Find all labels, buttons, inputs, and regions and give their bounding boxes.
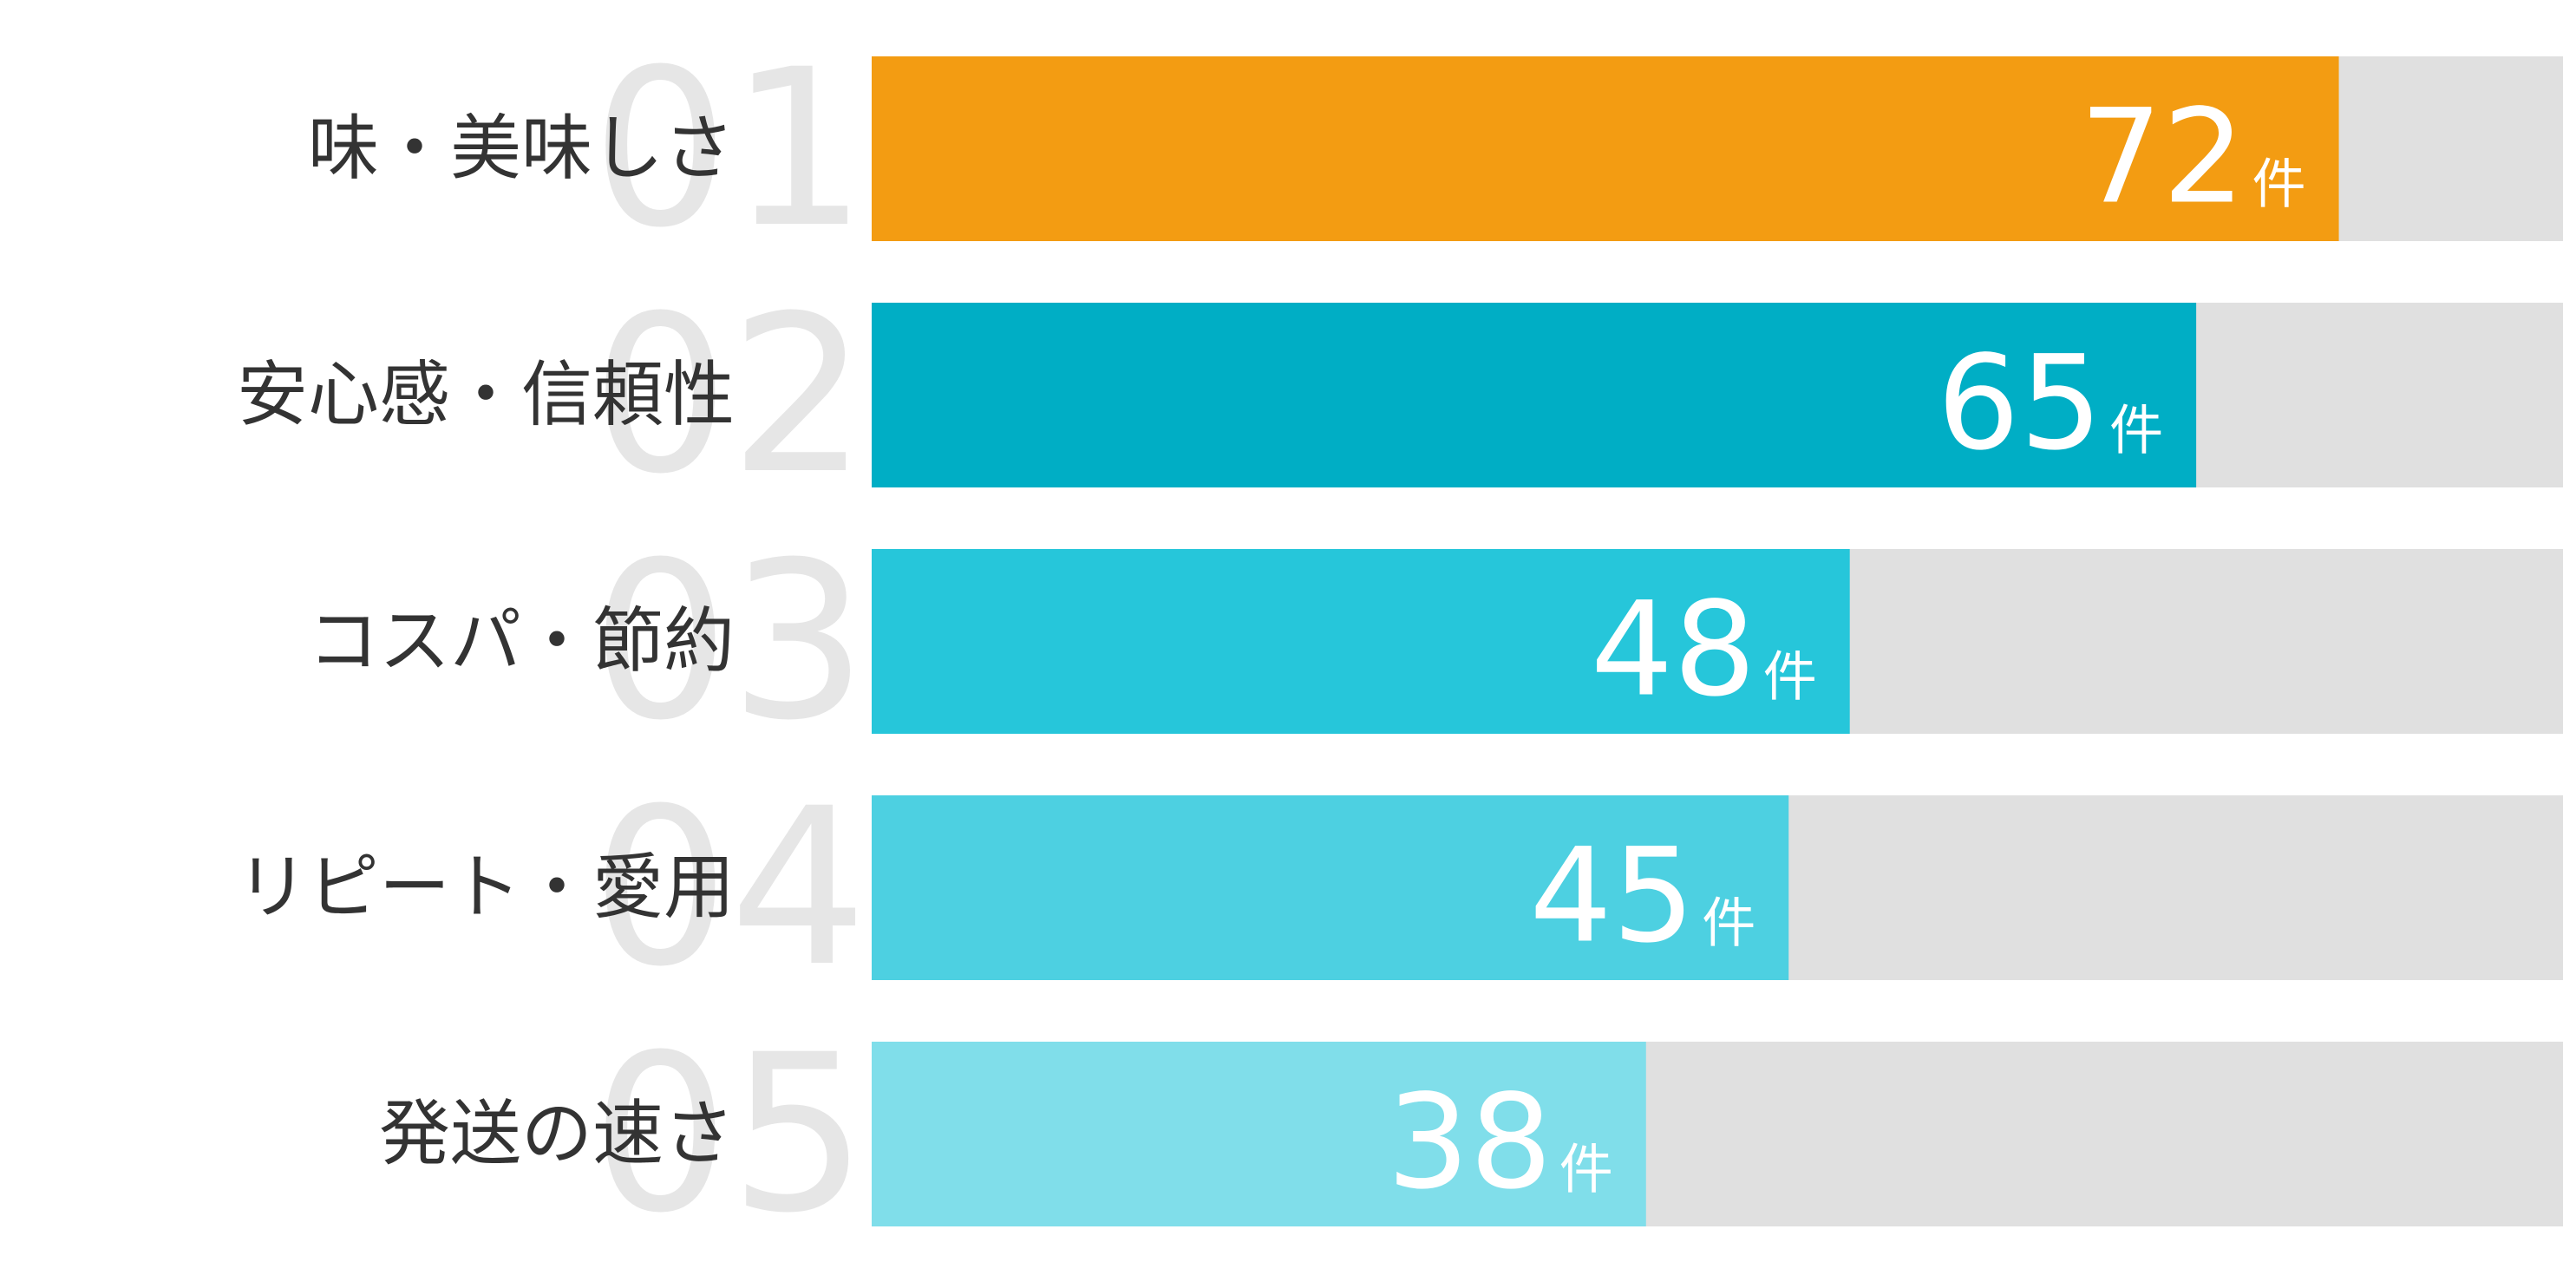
value-label: 45 件 xyxy=(1529,821,1755,972)
category-label: 味・美味しさ xyxy=(308,108,735,190)
value-label: 72 件 xyxy=(2080,82,2306,233)
bar xyxy=(872,549,1850,734)
value-number: 38 xyxy=(1387,1068,1553,1219)
category-label: コスパ・節約 xyxy=(308,600,735,683)
value-unit: 件 xyxy=(2109,398,2163,461)
rank-number: 03 xyxy=(592,515,867,768)
bar xyxy=(872,1042,1646,1226)
value-label: 65 件 xyxy=(1937,329,2163,480)
rank-number: 04 xyxy=(592,762,867,1014)
value-unit: 件 xyxy=(2252,152,2306,215)
value-unit: 件 xyxy=(1763,644,1817,708)
value-unit: 件 xyxy=(1702,891,1755,954)
value-number: 65 xyxy=(1937,329,2102,480)
value-number: 45 xyxy=(1529,821,1695,972)
value-label: 48 件 xyxy=(1591,575,1817,726)
bar xyxy=(872,303,2197,487)
category-label: 発送の速さ xyxy=(379,1093,735,1175)
value-number: 72 xyxy=(2080,82,2246,233)
value-number: 48 xyxy=(1591,575,1756,726)
category-label: 安心感・信頼性 xyxy=(237,354,735,436)
value-label: 38 件 xyxy=(1387,1068,1613,1219)
rank-number: 01 xyxy=(592,23,867,275)
value-unit: 件 xyxy=(1559,1137,1613,1200)
rank-number: 02 xyxy=(592,269,867,521)
bar xyxy=(872,56,2339,241)
bar xyxy=(872,795,1789,980)
rank-number: 05 xyxy=(592,1008,867,1260)
category-label: リピート・愛用 xyxy=(237,847,735,929)
